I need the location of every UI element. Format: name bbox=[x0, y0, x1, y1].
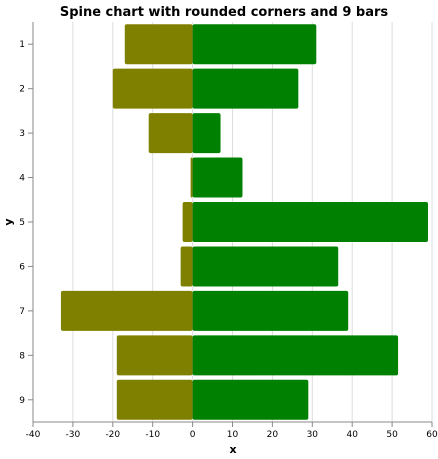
y-tick-label: 3 bbox=[19, 129, 25, 139]
negative-bar-3 bbox=[148, 113, 193, 154]
y-tick-label: 7 bbox=[19, 307, 25, 317]
positive-bar-5 bbox=[192, 202, 429, 242]
axes: -40 -30 -20 -10 0 10 20 30 40 50 60 1 2 3 4 5 6 7 8 9 bbox=[19, 22, 438, 440]
x-tick-label: 50 bbox=[386, 430, 398, 440]
negative-bar-6 bbox=[180, 246, 193, 287]
positive-bar-1 bbox=[192, 24, 317, 65]
negative-bar-1 bbox=[124, 24, 193, 65]
x-tick-label: 20 bbox=[267, 430, 279, 440]
y-tick-label: 6 bbox=[19, 262, 25, 272]
x-axis-label: x bbox=[229, 443, 236, 456]
x-tick-label: -10 bbox=[145, 430, 160, 440]
negative-bar-7 bbox=[60, 290, 193, 331]
y-tick-label: 8 bbox=[19, 351, 25, 361]
x-tick-label: -40 bbox=[26, 430, 41, 440]
x-tick-label: 40 bbox=[346, 430, 358, 440]
negative-bar-8 bbox=[116, 335, 193, 376]
x-tick-label: 60 bbox=[426, 430, 438, 440]
y-tick-label: 9 bbox=[19, 396, 25, 406]
x-tick-label: 0 bbox=[190, 430, 196, 440]
positive-bar-6 bbox=[192, 246, 339, 287]
y-axis-label: y bbox=[2, 218, 15, 225]
x-tick-label: 30 bbox=[307, 430, 319, 440]
negative-bar-4 bbox=[190, 157, 193, 198]
positive-bar-8 bbox=[192, 335, 399, 376]
negative-bar-2 bbox=[112, 68, 193, 109]
positive-bar-7 bbox=[192, 290, 349, 331]
negative-bar-5 bbox=[182, 202, 193, 242]
x-tick-label: 10 bbox=[227, 430, 239, 440]
positive-bar-2 bbox=[192, 68, 299, 109]
y-tick-label: 2 bbox=[19, 85, 25, 95]
positive-bar-3 bbox=[192, 113, 221, 154]
bars bbox=[60, 24, 429, 420]
y-tick-label: 4 bbox=[19, 174, 25, 184]
x-tick-label: -30 bbox=[66, 430, 81, 440]
x-tick-label: -20 bbox=[105, 430, 120, 440]
positive-bar-9 bbox=[192, 379, 309, 420]
y-tick-label: 5 bbox=[19, 218, 25, 228]
positive-bar-4 bbox=[192, 157, 243, 198]
negative-bar-9 bbox=[116, 379, 193, 420]
y-tick-label: 1 bbox=[19, 40, 25, 50]
chart-title: Spine chart with rounded corners and 9 b… bbox=[60, 5, 389, 20]
